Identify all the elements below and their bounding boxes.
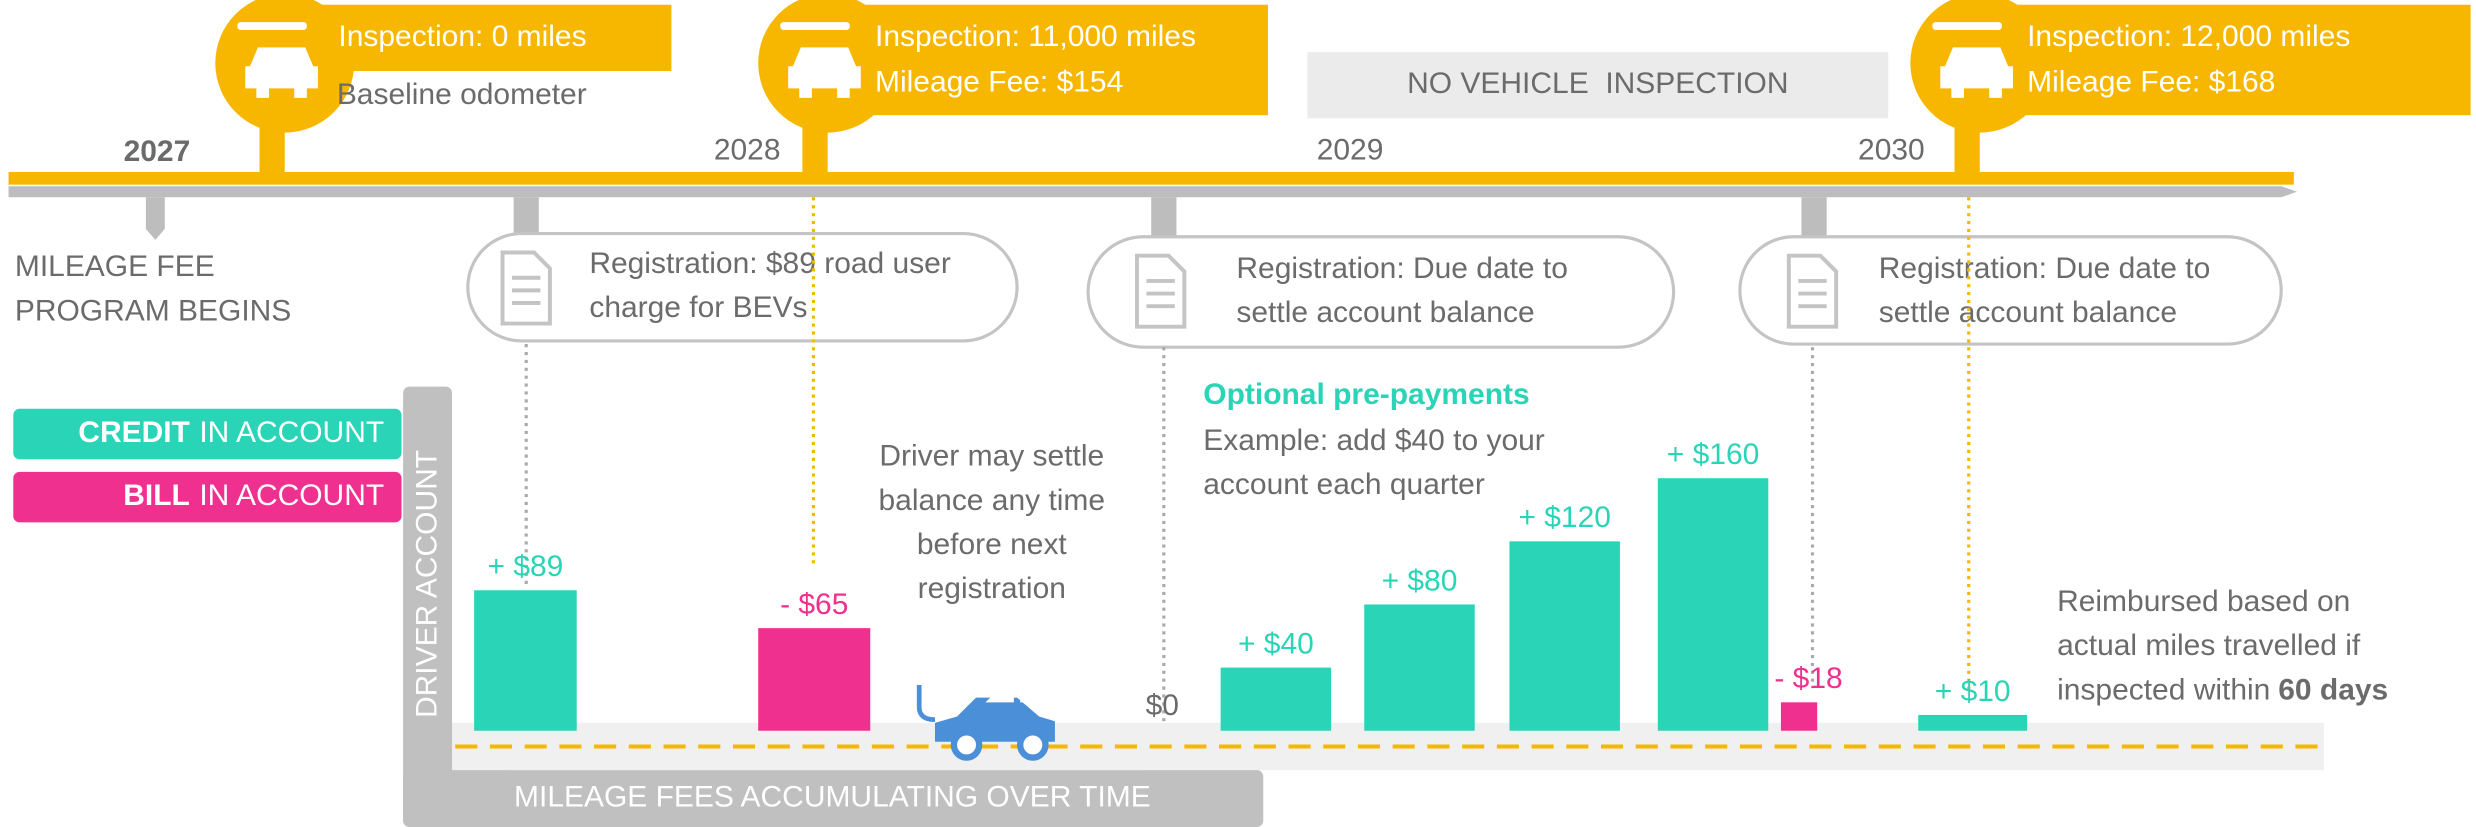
note: registration — [918, 572, 1066, 605]
program-start: MILEAGE FEE — [15, 250, 215, 283]
legend-rest: IN ACCOUNT — [199, 416, 384, 449]
registration: settle account balance — [1879, 296, 2177, 329]
year: 2030 — [1858, 133, 1925, 166]
car-windows — [985, 690, 1042, 703]
inspection-title: Inspection: 11,000 miles — [875, 20, 1196, 53]
note: Reimbursed based on — [2057, 585, 2350, 618]
note: balance any time — [879, 484, 1106, 517]
registration: Registration: $89 road user — [589, 247, 951, 280]
bar-label: - $65 — [780, 588, 848, 621]
bar — [1658, 478, 1768, 731]
x-axis-label: MILEAGE FEES ACCUMULATING OVER TIME — [514, 781, 1151, 814]
tick — [146, 197, 165, 240]
note-bold: 60 days — [2278, 673, 2388, 706]
year: 2027 — [124, 135, 191, 168]
note-part: inspected within — [2057, 673, 2270, 706]
legend-label: BILL IN ACCOUNT — [123, 479, 384, 512]
inspection-title: Inspection: 0 miles — [338, 20, 586, 53]
bar-label: + $120 — [1518, 501, 1611, 534]
registration: charge for BEVs — [589, 291, 807, 324]
zero-label: $0 — [1146, 689, 1179, 722]
note-title: Optional pre-payments — [1203, 378, 1529, 411]
legend-label: CREDIT IN ACCOUNT — [78, 416, 384, 449]
tick — [1801, 197, 1826, 238]
bar — [1364, 604, 1474, 730]
legend-rest: IN ACCOUNT — [199, 479, 384, 512]
inspection-title: Inspection: 12,000 miles — [2027, 20, 2350, 53]
page: { "timeline": {"years": ["2027", "2028",… — [0, 0, 2476, 827]
inspection-detail: Baseline odometer — [337, 78, 587, 111]
bar — [1918, 715, 2027, 731]
inspection-detail: Mileage Fee: $168 — [2027, 66, 2275, 99]
program-start: PROGRAM BEGINS — [15, 294, 291, 327]
infographic: 2027 2028 2029 2030 Inspection: 0 miles … — [0, 0, 2476, 827]
bar — [758, 628, 870, 731]
bar — [474, 590, 577, 730]
inspection-detail: Mileage Fee: $154 — [875, 66, 1123, 99]
bar-label: - $18 — [1774, 662, 1842, 695]
bar-label: + $10 — [1935, 675, 2011, 708]
bar-label: + $40 — [1238, 627, 1314, 660]
registration: Registration: Due date to — [1236, 252, 1568, 285]
bar — [1221, 668, 1331, 731]
legend-bold: CREDIT — [78, 416, 190, 449]
year: 2028 — [714, 133, 781, 166]
note: Example: add $40 to your — [1203, 424, 1545, 457]
bar — [1509, 541, 1619, 730]
bar-label: + $80 — [1382, 564, 1458, 597]
note: Driver may settle — [879, 440, 1104, 473]
timeline-base — [9, 186, 2297, 197]
tick — [514, 197, 539, 235]
y-axis-label: DRIVER ACCOUNT — [410, 450, 443, 718]
bar-label: + $160 — [1667, 438, 1760, 471]
registration: settle account balance — [1236, 296, 1534, 329]
note: before next — [917, 528, 1068, 561]
legend-bold: BILL — [123, 479, 190, 512]
year: 2029 — [1317, 133, 1384, 166]
bar-label: + $89 — [488, 550, 564, 583]
no-inspection: NO VEHICLE INSPECTION — [1407, 67, 1788, 100]
timeline — [9, 172, 2294, 185]
note: actual miles travelled if — [2057, 629, 2361, 662]
note: account each quarter — [1203, 468, 1485, 501]
tick — [1151, 197, 1176, 238]
registration: Registration: Due date to — [1879, 252, 2211, 285]
bar — [1781, 702, 1817, 730]
